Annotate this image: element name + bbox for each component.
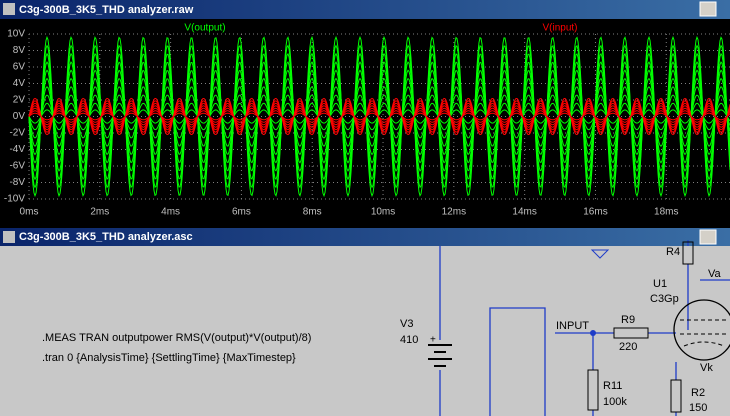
net-label: Vk — [700, 362, 713, 374]
y-tick-label: 4V — [13, 78, 26, 89]
restore-button[interactable] — [699, 229, 717, 245]
schematic-canvas — [0, 246, 730, 416]
y-tick-label: -2V — [9, 128, 25, 139]
component-ref: R2 — [691, 387, 705, 399]
component-value: 220 — [619, 341, 637, 353]
y-tick-label: 8V — [13, 45, 26, 56]
component-ref: U1 — [653, 278, 667, 290]
legend-entry: V(output) — [184, 23, 225, 34]
y-tick-label: -8V — [9, 177, 25, 188]
x-tick-label: 18ms — [654, 207, 678, 218]
component-value: 100k — [603, 396, 627, 408]
resistor — [587, 369, 599, 411]
x-tick-label: 12ms — [442, 207, 466, 218]
app-icon — [3, 3, 15, 15]
restore-button[interactable] — [699, 1, 717, 17]
component-value: C3Gp — [650, 293, 679, 305]
component-value: 150 — [689, 402, 707, 414]
component-ref: R11 — [603, 380, 622, 392]
window-title: C3g-300B_3K5_THD analyzer.asc — [19, 231, 193, 243]
y-tick-label: -4V — [9, 144, 25, 155]
waveform — [28, 112, 730, 121]
x-tick-label: 8ms — [303, 207, 322, 218]
app-icon — [3, 231, 15, 243]
tube — [673, 299, 730, 361]
directive: .tran 0 {AnalysisTime} {SettlingTime} {M… — [42, 352, 296, 364]
ground-symbol — [590, 249, 610, 259]
directive: .MEAS TRAN outputpower RMS(V(output)*V(o… — [42, 332, 311, 344]
title-bar — [0, 0, 730, 19]
component-ref: R4 — [666, 246, 680, 258]
battery — [428, 344, 452, 367]
waveform — [28, 109, 730, 124]
component-ref: V3 — [400, 318, 413, 330]
component-ref: R9 — [621, 314, 635, 326]
junction — [590, 330, 596, 336]
component-value: 410 — [400, 334, 418, 346]
waveform — [28, 110, 730, 123]
waveform — [28, 86, 730, 147]
x-tick-label: 16ms — [583, 207, 607, 218]
waveform — [28, 107, 730, 126]
window-title: C3g-300B_3K5_THD analyzer.raw — [19, 4, 194, 16]
wires: + — [428, 240, 730, 416]
x-tick-label: 14ms — [512, 207, 536, 218]
y-tick-label: -10V — [4, 194, 25, 205]
x-tick-label: 2ms — [90, 207, 109, 218]
resistor — [670, 379, 682, 413]
resistor — [682, 241, 694, 265]
y-tick-label: 2V — [13, 95, 26, 106]
x-tick-label: 6ms — [232, 207, 251, 218]
tube-grids — [680, 319, 728, 347]
y-tick-label: 0V — [13, 111, 26, 122]
y-tick-label: 6V — [13, 62, 26, 73]
net-label: Va — [708, 268, 722, 280]
x-tick-label: 10ms — [371, 207, 395, 218]
net-label: INPUT — [556, 320, 589, 332]
legend-entry: V(input) — [542, 23, 577, 34]
resistor — [613, 327, 649, 339]
plus-sign: + — [430, 335, 436, 346]
x-tick-label: 0ms — [20, 207, 39, 218]
y-tick-label: 10V — [7, 29, 25, 40]
x-tick-label: 4ms — [161, 207, 180, 218]
title-bar — [0, 228, 730, 246]
waveform — [28, 94, 730, 139]
waveform — [28, 102, 730, 131]
y-tick-label: -6V — [9, 161, 25, 172]
